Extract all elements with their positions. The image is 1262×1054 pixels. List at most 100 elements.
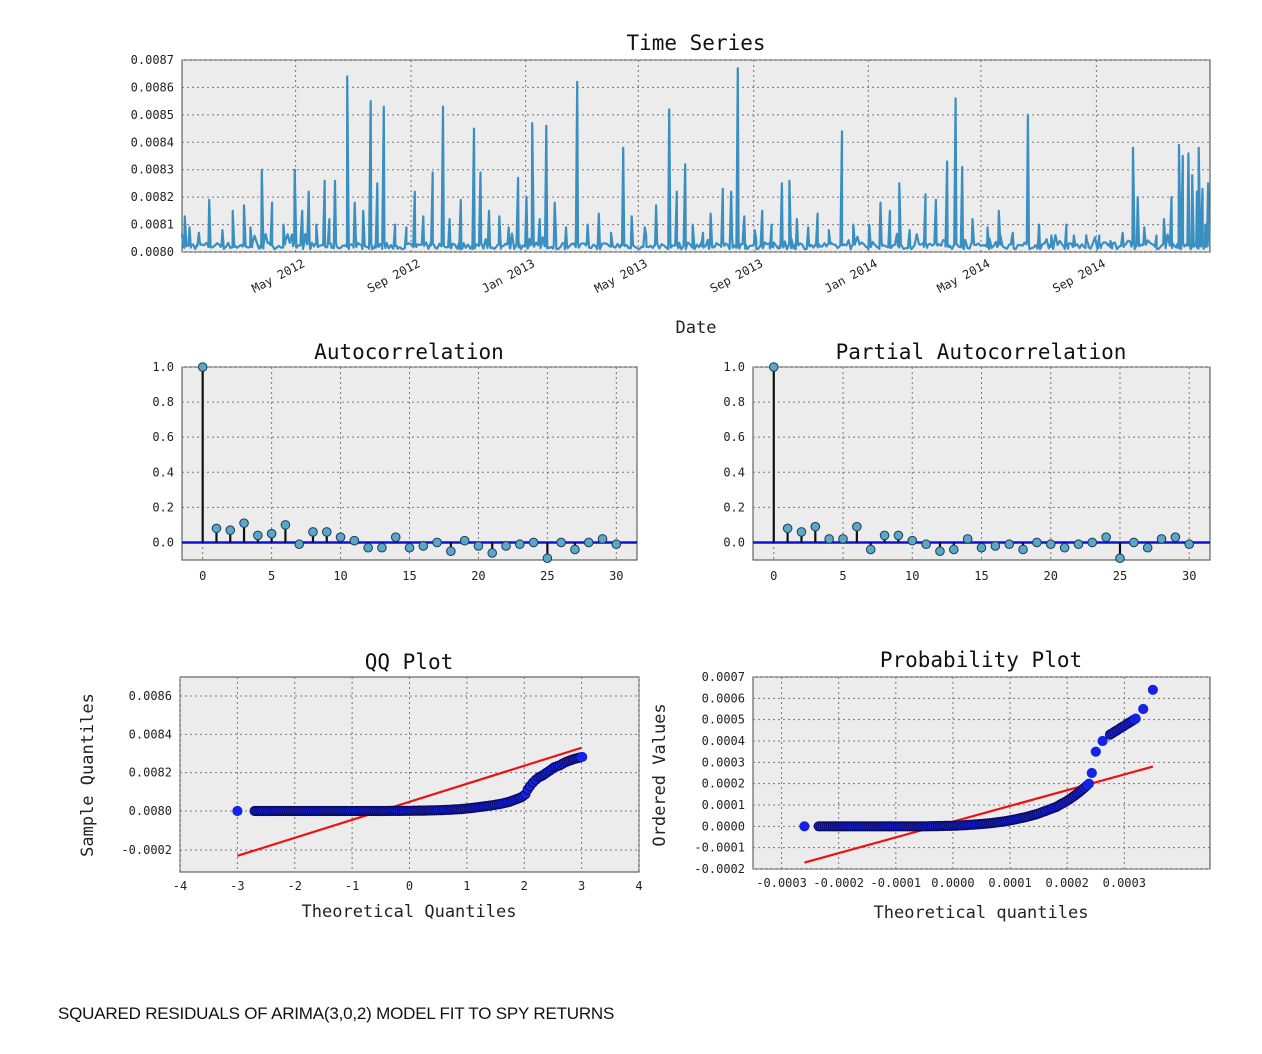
qq-panel: -0.0002 0.0080 0.0082 0.0084 0.0086 -4 -3 -2 -1… (78, 650, 643, 922)
probability-y-label: Ordered Values (650, 703, 670, 846)
time-series-y-ticks: 0.0080 0.0081 0.0082 0.0083 0.0084 0.0085 0.00… (131, 53, 174, 259)
x-tick-label: May 2014 (935, 256, 993, 295)
y-tick-label: 0.0080 (131, 245, 174, 259)
y-tick-label: 0.0085 (131, 108, 174, 122)
qq-y-label: Sample Quantiles (78, 693, 98, 857)
pacf-y-ticks: 0.0 0.2 0.4 0.6 0.8 1.0 (723, 360, 745, 549)
stem-marker (266, 528, 277, 539)
qq-x-label: Theoretical Quantiles (302, 902, 517, 922)
acf-x-ticks: 0 5 10 15 20 25 30 (199, 569, 623, 583)
y-tick-label: 0.0003 (702, 755, 745, 769)
x-tick-label: Sep 2012 (365, 256, 423, 295)
x-tick-label: -3 (230, 879, 244, 893)
x-tick-label: Sep 2014 (1050, 256, 1108, 295)
y-tick-label: 0.0 (152, 535, 174, 549)
y-tick-label: 0.0086 (129, 689, 172, 703)
x-tick-label: -4 (173, 879, 187, 893)
y-tick-label: 0.0086 (131, 80, 174, 94)
x-tick-label: 10 (333, 569, 347, 583)
stem-marker (501, 541, 511, 551)
stem-marker (542, 553, 553, 564)
qq-point (577, 751, 588, 763)
x-tick-label: 4 (635, 879, 642, 893)
y-tick-label: 0.0084 (131, 135, 174, 149)
probability-plot-area (752, 676, 1211, 870)
y-tick-label: -0.0001 (694, 841, 745, 855)
stem-marker (253, 530, 263, 541)
stem-marker (528, 537, 539, 548)
x-tick-label: May 2013 (592, 256, 650, 295)
stem-marker (907, 535, 918, 546)
acf-y-ticks: 0.0 0.2 0.4 0.6 0.8 1.0 (152, 360, 174, 549)
stem-marker (824, 534, 834, 544)
acf-panel: 0.0 0.2 0.4 0.6 0.8 1.0 0 5 10 15 20 25 30 Autocorr… (152, 340, 638, 583)
y-tick-label: 0.4 (152, 465, 174, 479)
stem-marker (949, 544, 959, 555)
stem-marker (1170, 532, 1181, 542)
stem-marker (377, 542, 387, 553)
stem-marker (796, 527, 807, 537)
qq-point (232, 805, 243, 817)
stem-marker (294, 539, 304, 550)
y-tick-label: 0.0083 (131, 163, 174, 177)
x-tick-label: 0.0000 (931, 876, 974, 890)
stem-marker (1184, 539, 1195, 550)
x-tick-label: 0 (199, 569, 206, 583)
stem-marker (349, 535, 360, 546)
stem-marker (432, 537, 442, 548)
x-tick-label: 20 (1044, 569, 1058, 583)
stem-marker (782, 523, 793, 534)
stem-marker (597, 534, 608, 544)
y-tick-label: 0.0081 (131, 218, 174, 232)
x-tick-label: Jan 2014 (822, 256, 880, 295)
stem-marker (1101, 532, 1111, 542)
y-tick-label: 1.0 (723, 360, 745, 374)
stem-marker (1129, 537, 1139, 548)
y-tick-label: 0.4 (723, 465, 745, 479)
y-tick-label: 0.0000 (702, 819, 745, 833)
y-tick-label: 1.0 (152, 360, 174, 374)
y-tick-label: 0.2 (723, 500, 745, 514)
stem-marker (935, 546, 945, 557)
stem-marker (390, 532, 401, 542)
y-tick-label: 0.0002 (702, 777, 745, 791)
stem-marker (921, 539, 931, 550)
y-tick-label: 0.0080 (129, 804, 172, 818)
time-series-title: Time Series (626, 31, 765, 55)
x-tick-label: Sep 2013 (708, 256, 766, 295)
x-tick-label: 15 (974, 569, 988, 583)
probability-y-ticks: -0.0002 -0.0001 0.0000 0.0001 0.0002 0.0003 0.… (694, 670, 745, 876)
stem-marker (1142, 542, 1153, 553)
y-tick-label: 0.0084 (129, 727, 172, 741)
stem-marker (1018, 544, 1028, 555)
stem-marker (1115, 553, 1125, 564)
x-tick-label: 3 (578, 879, 585, 893)
y-tick-label: 0.0006 (702, 691, 745, 705)
stem-marker (611, 539, 622, 550)
time-series-panel: 0.0080 0.0081 0.0082 0.0083 0.0084 0.0085 0.00… (131, 31, 1211, 338)
stem-marker (1059, 542, 1070, 553)
stem-marker (515, 539, 525, 550)
qq-plot-area (179, 676, 640, 873)
qq-x-ticks: -4 -3 -2 -1 0 1 2 3 4 (173, 879, 643, 893)
pacf-grid (753, 366, 1210, 560)
stem-marker (990, 541, 1001, 551)
stem-marker (556, 537, 566, 548)
x-tick-label: 0.0001 (988, 876, 1031, 890)
acf-stems (197, 362, 622, 564)
x-tick-label: 2 (521, 879, 528, 893)
stem-marker (335, 532, 346, 542)
stem-marker (865, 544, 876, 555)
stem-marker (459, 535, 470, 546)
y-tick-label: 0.0087 (131, 53, 174, 67)
qq-y-ticks: -0.0002 0.0080 0.0082 0.0084 0.0086 (121, 689, 172, 857)
pacf-stems (768, 362, 1195, 564)
x-tick-label: -0.0001 (871, 876, 922, 890)
y-tick-label: 0.8 (152, 395, 174, 409)
x-tick-label: -2 (288, 879, 302, 893)
pacf-x-ticks: 0 5 10 15 20 25 30 (770, 569, 1196, 583)
y-tick-label: 0.8 (723, 395, 745, 409)
qq-points (232, 751, 588, 817)
y-tick-label: 0.0005 (702, 713, 745, 727)
qq-point (1097, 735, 1108, 747)
